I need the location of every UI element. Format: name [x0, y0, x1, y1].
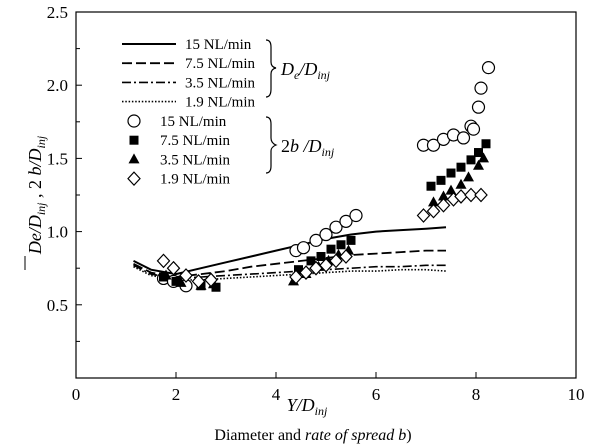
data-point-diamond-open	[329, 253, 343, 269]
x-tick-label: 4	[272, 385, 281, 404]
data-point-square-filled	[294, 265, 303, 275]
x-tick-label: 8	[472, 385, 481, 404]
figure-caption: Diameter and rate of spread b)	[214, 427, 411, 444]
y-tick-label: 2.0	[47, 76, 68, 95]
data-point-circle-open	[309, 233, 323, 247]
data-point-diamond-open	[166, 260, 181, 276]
legend-marker-sample	[128, 153, 140, 164]
data-point-circle-open	[474, 81, 488, 95]
legend-marker-label: 15 NL/min	[160, 114, 227, 130]
x-axis-label: Y/Dinj	[287, 395, 328, 418]
data-point-square-filled	[326, 244, 336, 254]
data-point-square-filled	[346, 235, 356, 245]
data-point-triangle-filled	[160, 269, 172, 280]
data-point-square-filled	[316, 251, 326, 261]
x-tick-label: 10	[568, 385, 585, 404]
data-point-circle-open	[426, 138, 441, 152]
data-point-triangle-filled	[445, 184, 457, 195]
plot-frame	[75, 11, 577, 379]
y-axis-label: De/Dinj , 2 b/Dinj	[24, 135, 48, 270]
data-point-square-filled	[306, 256, 316, 266]
data-point-diamond-open	[436, 197, 451, 213]
data-point-circle-open	[481, 61, 496, 75]
legend-marker-label: 7.5 NL/min	[160, 133, 230, 149]
x-tick-label: 6	[372, 385, 381, 404]
data-point-triangle-filled	[478, 152, 489, 163]
legend-line-label: 1.9 NL/min	[185, 95, 255, 111]
legend-marker-sample	[127, 171, 141, 186]
data-point-triangle-filled	[463, 171, 474, 182]
plot-markers	[156, 61, 496, 293]
y-tick-label: 0.5	[47, 296, 68, 315]
data-point-square-filled	[466, 155, 476, 165]
data-point-diamond-open	[416, 208, 431, 223]
series-line-solid	[133, 226, 447, 276]
legend: 15 NL/min 7.5 NL/min 3.5 NL/min 1.9 NL/min 1…	[122, 37, 255, 188]
data-point-diamond-open	[204, 272, 218, 288]
data-point-square-filled	[481, 139, 491, 149]
legend-line-label: 3.5 NL/min	[185, 75, 255, 91]
legend-group-label-2: 2b /Dinj	[281, 136, 335, 159]
plot-lines	[133, 226, 447, 281]
x-tick-label: 0	[72, 385, 81, 404]
data-point-diamond-open	[339, 249, 353, 264]
legend-marker-sample	[127, 114, 141, 128]
data-point-diamond-open	[299, 265, 313, 280]
data-point-triangle-filled	[428, 196, 439, 207]
legend-group-label-1: De/Dinj	[280, 59, 331, 82]
legend-brace-2	[265, 116, 278, 174]
y-ticks: 0.5 1.0 1.5 2.0 2.5	[47, 3, 82, 342]
data-point-square-filled	[446, 168, 456, 178]
data-point-circle-open	[349, 208, 363, 223]
data-point-circle-open	[329, 220, 343, 234]
svg-text:De/Dinj , 2 b/Dinj: De/Dinj , 2 b/Dinj	[25, 135, 48, 255]
data-point-diamond-open	[191, 273, 206, 289]
data-point-triangle-filled	[473, 159, 484, 170]
data-point-square-filled	[426, 181, 436, 191]
data-point-diamond-open	[179, 268, 193, 283]
data-point-diamond-open	[289, 269, 303, 285]
x-tick-label: 2	[172, 385, 181, 404]
x-ticks: 0 2 4 6 8 10	[72, 372, 585, 404]
data-point-square-filled	[336, 240, 346, 250]
data-point-circle-open	[319, 227, 333, 242]
data-point-circle-open	[471, 100, 486, 114]
data-point-square-filled	[474, 148, 483, 158]
data-point-diamond-open	[474, 187, 488, 203]
data-point-diamond-open	[156, 253, 171, 269]
data-point-triangle-filled	[438, 190, 449, 201]
y-tick-label: 2.5	[47, 3, 68, 22]
data-point-circle-open	[339, 214, 353, 228]
data-point-diamond-open	[426, 203, 441, 219]
legend-brace-1	[265, 39, 277, 98]
data-point-circle-open	[466, 122, 481, 136]
data-point-circle-open	[296, 241, 311, 255]
y-tick-label: 1.0	[47, 223, 68, 242]
data-point-circle-open	[456, 131, 471, 145]
legend-line-label: 7.5 NL/min	[185, 56, 255, 72]
data-point-triangle-filled	[175, 276, 187, 287]
series-line-dashdot	[133, 264, 446, 280]
data-point-diamond-open	[319, 257, 333, 273]
data-point-triangle-filled	[455, 178, 467, 189]
data-point-diamond-open	[464, 187, 478, 203]
legend-marker-label: 1.9 NL/min	[160, 172, 230, 188]
data-point-square-filled	[456, 162, 466, 172]
legend-line-label: 15 NL/min	[185, 37, 252, 53]
y-tick-label: 1.5	[47, 149, 68, 168]
legend-marker-label: 3.5 NL/min	[160, 152, 230, 168]
data-point-square-filled	[436, 175, 446, 185]
data-point-square-filled	[171, 276, 181, 286]
legend-marker-sample	[129, 135, 139, 145]
